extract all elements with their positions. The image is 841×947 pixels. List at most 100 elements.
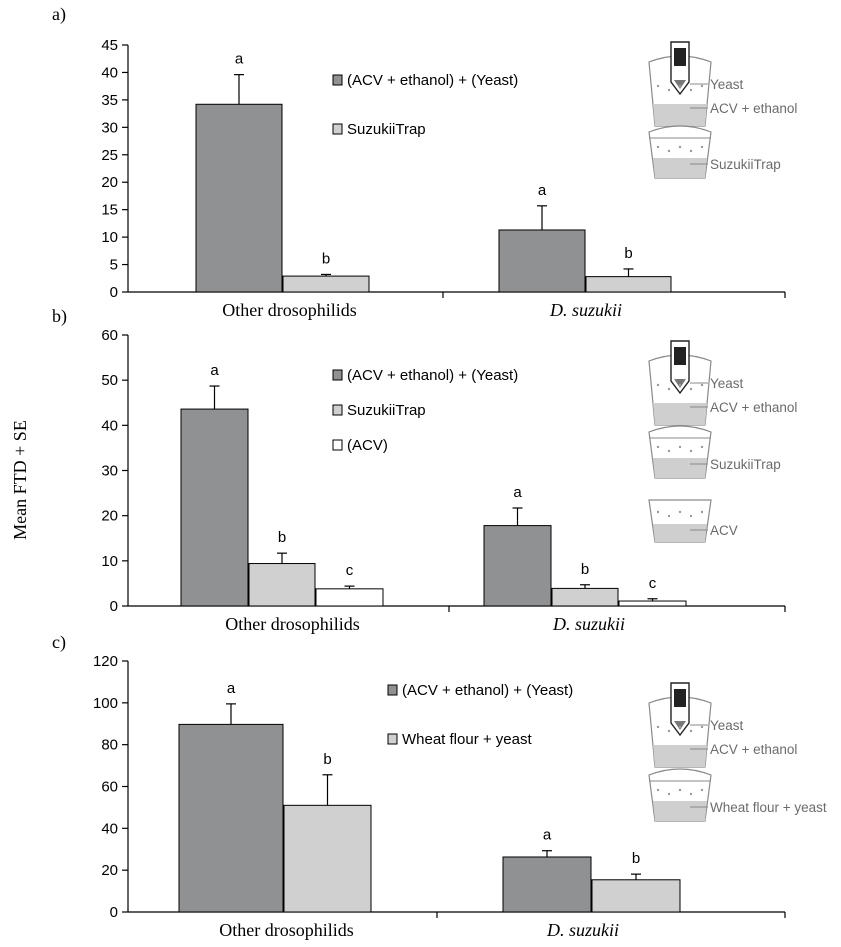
yeast-cap-icon	[674, 347, 686, 365]
trap-label: ACV + ethanol	[710, 742, 797, 757]
significance-letter: a	[538, 182, 547, 199]
y-tick-label: 25	[101, 147, 118, 164]
hole-dot-icon	[678, 145, 682, 149]
x-category-label: D. suzukii	[549, 300, 622, 320]
hole-dot-icon	[689, 449, 693, 453]
legend-label: (ACV + ethanol) + (Yeast)	[402, 682, 573, 699]
trap-liquid-icon	[653, 158, 707, 178]
significance-letter: b	[632, 850, 640, 867]
y-axis-label: Mean FTD + SE	[10, 420, 30, 540]
hole-dot-icon	[700, 84, 704, 88]
bar	[248, 563, 316, 607]
chart-panel-b: b) 0 10 20 30 40 50 60 Other drosophilids D. suzu…	[52, 306, 797, 634]
hole-dot-icon	[667, 149, 671, 153]
legend-swatch	[387, 733, 398, 745]
chart-panel-c: c) 0 20 40 60 80 100 120 Other drosophilids D. su…	[52, 632, 827, 940]
y-tick-label: 40	[101, 820, 118, 837]
hole-dot-icon	[656, 445, 660, 449]
trap-icon-group: Yeast ACV + ethanol	[648, 340, 797, 426]
significance-letter: c	[346, 562, 354, 579]
panel-label: b)	[52, 306, 67, 327]
hole-dot-icon	[667, 792, 671, 796]
legend-label: SuzukiiTrap	[347, 402, 426, 419]
hole-dot-icon	[678, 445, 682, 449]
bar	[180, 408, 249, 607]
hole-dot-icon	[700, 510, 704, 514]
y-tick-label: 0	[110, 904, 118, 921]
legend-swatch	[332, 369, 343, 381]
legend-label: Wheat flour + yeast	[402, 731, 532, 748]
y-tick-label: 50	[101, 372, 118, 389]
significance-letter: a	[543, 827, 552, 844]
significance-letter: c	[649, 575, 657, 592]
significance-letter: a	[210, 362, 219, 379]
hole-dot-icon	[689, 792, 693, 796]
y-tick-label: 80	[101, 737, 118, 754]
trap-label: Wheat flour + yeast	[710, 800, 827, 815]
trap-label: ACV + ethanol	[710, 101, 797, 116]
hole-dot-icon	[678, 788, 682, 792]
bar	[502, 856, 592, 913]
bar	[591, 879, 681, 913]
y-tick-label: 40	[101, 417, 118, 434]
bar	[315, 588, 384, 607]
legend-label: SuzukiiTrap	[347, 121, 426, 138]
trap-label: SuzukiiTrap	[710, 157, 781, 172]
y-tick-label: 20	[101, 508, 118, 525]
bar	[618, 600, 687, 607]
y-tick-label: 5	[110, 257, 118, 274]
hole-dot-icon	[689, 514, 693, 518]
bar	[282, 275, 370, 293]
hole-dot-icon	[689, 729, 693, 733]
legend-swatch	[332, 439, 343, 451]
y-tick-label: 60	[101, 327, 118, 344]
trap-label: ACV + ethanol	[710, 400, 797, 415]
trap-icon-group: Yeast ACV + ethanol	[648, 682, 797, 768]
hole-dot-icon	[689, 88, 693, 92]
hole-dot-icon	[667, 449, 671, 453]
hole-dot-icon	[700, 383, 704, 387]
legend-label: (ACV + ethanol) + (Yeast)	[347, 367, 518, 384]
trap-liquid-icon	[653, 104, 707, 126]
legend-swatch	[387, 684, 398, 696]
y-tick-label: 100	[93, 695, 118, 712]
hole-dot-icon	[700, 725, 704, 729]
trap-icon-group: Wheat flour + yeast	[648, 768, 827, 822]
trap-liquid-icon	[653, 745, 707, 767]
significance-letter: b	[624, 245, 632, 262]
legend-swatch	[332, 74, 343, 86]
hole-dot-icon	[667, 387, 671, 391]
bar	[195, 103, 283, 293]
hole-dot-icon	[689, 149, 693, 153]
hole-dot-icon	[700, 445, 704, 449]
hole-dot-icon	[689, 387, 693, 391]
hole-dot-icon	[700, 145, 704, 149]
bar	[498, 229, 586, 293]
trap-icon-group: SuzukiiTrap	[648, 425, 781, 479]
significance-letter: b	[322, 250, 330, 267]
y-tick-label: 0	[110, 284, 118, 301]
trap-label: Yeast	[710, 77, 744, 92]
bar	[283, 804, 372, 913]
hole-dot-icon	[656, 145, 660, 149]
y-tick-label: 10	[101, 229, 118, 246]
yeast-tip-icon	[674, 80, 686, 89]
x-category-label: D. suzukii	[546, 920, 619, 940]
bar	[178, 723, 284, 913]
trap-label: Yeast	[710, 376, 744, 391]
significance-letter: b	[278, 529, 286, 546]
hole-dot-icon	[656, 383, 660, 387]
y-tick-label: 40	[101, 64, 118, 81]
legend-swatch	[332, 404, 343, 416]
trap-label: ACV	[710, 523, 738, 538]
bar	[585, 276, 672, 293]
y-tick-label: 20	[101, 862, 118, 879]
panel-label: c)	[52, 632, 66, 653]
trap-liquid-icon	[653, 458, 707, 478]
trap-icon-group: ACV	[648, 499, 738, 543]
y-tick-label: 20	[101, 174, 118, 191]
bar	[483, 525, 552, 607]
y-tick-label: 120	[93, 653, 118, 670]
hole-dot-icon	[678, 725, 682, 729]
